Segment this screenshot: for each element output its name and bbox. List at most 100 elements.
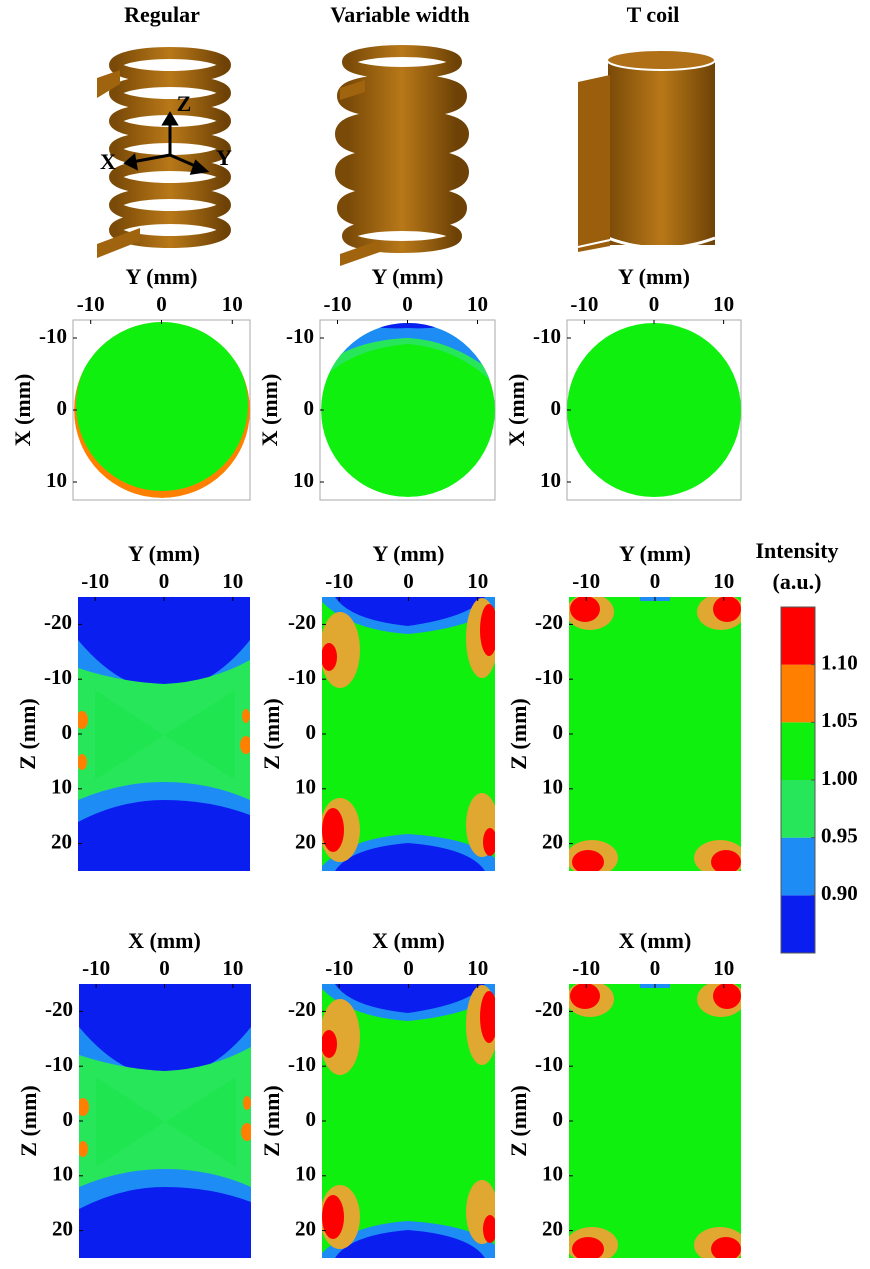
colorbar-tick-label: 1.10 [821,650,858,674]
y-tick-label: -20 [44,610,72,634]
y-tick-label: -10 [44,665,72,689]
y-tick-label: -20 [45,997,73,1021]
map-z-variable [322,597,495,871]
map-z-regular [78,597,250,871]
x-tick-label: 10 [222,292,243,316]
x-tick-label: 10 [713,569,734,593]
x-tick-label: 0 [159,956,170,980]
y-axis-label: Z (mm) [259,1085,284,1156]
x-tick-label: -10 [570,292,598,316]
y-tick-label: 20 [52,1216,73,1240]
y-tick-label: -10 [288,1052,316,1076]
y-tick-label: -20 [288,997,316,1021]
y-tick-label: 10 [540,468,561,492]
axis-letter: Z [177,91,192,116]
y-tick-label: -10 [535,665,563,689]
y-axis-label: X (mm) [257,374,282,447]
x-axis-label: Y (mm) [373,541,445,566]
y-tick-label: 0 [551,396,562,420]
y-tick-label: -10 [286,324,314,348]
y-axis-label: Z (mm) [506,1085,531,1156]
colorbar-band [781,664,815,723]
map-xy-t [566,319,742,501]
colorbar-band [781,722,815,780]
x-axis-label: Y (mm) [372,264,444,289]
y-tick-label: 10 [52,1162,73,1186]
y-tick-label: -20 [288,610,316,634]
x-axis-label: Y (mm) [128,541,200,566]
colorbar-title: (a.u.) [773,569,822,594]
y-axis-label: X (mm) [504,374,529,447]
y-tick-label: 10 [46,468,67,492]
y-tick-label: 10 [51,775,72,799]
x-axis-label: X (mm) [372,928,445,953]
y-tick-label: 0 [63,1107,74,1131]
map-xy-variable [319,319,496,501]
x-axis-label: Y (mm) [619,541,691,566]
colorbar-tick-label: 0.95 [821,823,858,847]
y-tick-label: 0 [306,1107,317,1131]
x-axis-label: Y (mm) [618,264,690,289]
x-tick-label: 0 [650,569,661,593]
y-axis-label: Z (mm) [259,698,284,769]
column-title: Regular [124,2,200,27]
x-tick-label: -10 [572,956,600,980]
colorbar-tick-label: 1.05 [821,708,858,732]
colorbar-band [781,837,815,896]
y-tick-label: 10 [542,775,563,799]
x-tick-label: 10 [467,956,488,980]
y-tick-label: -20 [535,997,563,1021]
colorbar-band [781,895,815,953]
map-xy-regular [72,319,251,501]
y-tick-label: 10 [295,1162,316,1186]
y-tick-label: -10 [45,1052,73,1076]
y-tick-label: 10 [293,468,314,492]
x-tick-label: -10 [572,569,600,593]
y-tick-label: 20 [295,829,316,853]
coil-regular [97,47,231,258]
y-tick-label: -10 [535,1052,563,1076]
y-tick-label: 10 [295,775,316,799]
x-tick-label: 10 [467,292,488,316]
x-tick-label: -10 [82,956,110,980]
y-tick-label: -10 [39,324,67,348]
y-tick-label: 0 [553,1107,564,1131]
y-tick-label: -10 [533,324,561,348]
colorbar-tick-label: 1.00 [821,766,858,790]
y-axis-label: Z (mm) [15,698,40,769]
axis-letter: Y [216,145,232,170]
x-tick-label: 0 [403,569,414,593]
x-tick-label: 0 [156,292,167,316]
x-tick-label: 0 [403,956,414,980]
x-tick-label: 10 [713,292,734,316]
x-tick-label: -10 [77,292,105,316]
coil-t [577,49,716,252]
colorbar-band [781,607,815,665]
x-tick-label: 0 [159,569,170,593]
x-axis-label: X (mm) [619,928,692,953]
y-tick-label: 10 [542,1162,563,1186]
y-tick-label: 20 [295,1216,316,1240]
y-tick-label: -20 [535,610,563,634]
y-tick-label: 0 [57,396,68,420]
x-tick-label: 0 [402,292,413,316]
x-tick-label: 10 [222,956,243,980]
y-axis-label: Z (mm) [16,1085,41,1156]
y-tick-label: -10 [288,665,316,689]
y-axis-label: Z (mm) [506,698,531,769]
y-tick-label: 0 [304,396,315,420]
column-title: Variable width [330,2,469,27]
map-z-t [569,597,741,871]
x-tick-label: -10 [324,292,352,316]
x-tick-label: 10 [222,569,243,593]
column-title: T coil [627,2,680,27]
coil-axes [123,111,210,175]
x-tick-label: 0 [650,956,661,980]
colorbar-band [781,780,815,838]
x-tick-label: 0 [649,292,660,316]
x-tick-label: -10 [325,569,353,593]
x-tick-label: 10 [713,956,734,980]
y-tick-label: 0 [306,720,317,744]
y-axis-label: X (mm) [10,374,35,447]
